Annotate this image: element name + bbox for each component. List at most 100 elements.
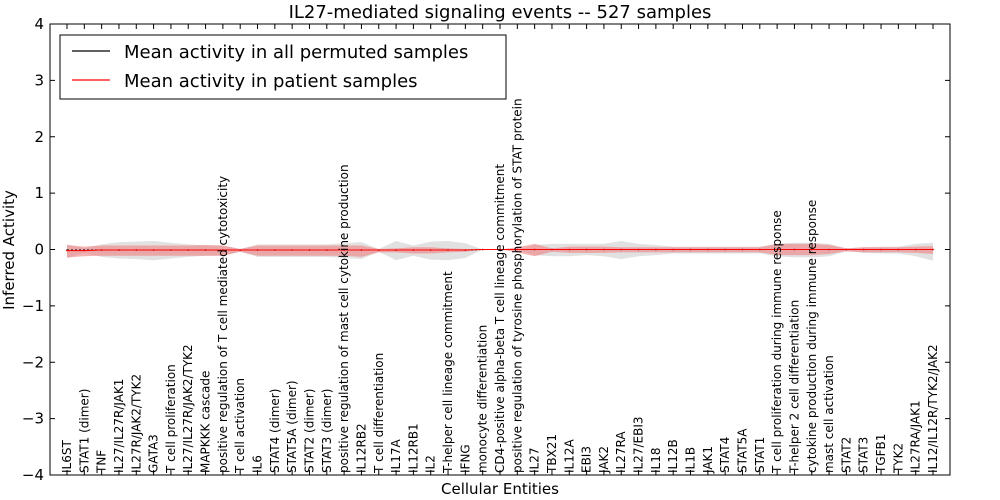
point-patient-10 (239, 249, 241, 251)
series-lines (66, 248, 934, 252)
x-tick-label: IL12B (666, 439, 680, 473)
point-patient-23 (464, 249, 467, 251)
x-tick-label: IL27RA/JAK1 (909, 400, 923, 473)
x-tick-label: IL12RB2 (354, 423, 368, 473)
x-tick-label: STAT4 (dimer) (268, 389, 282, 473)
legend-label-patient: Mean activity in patient samples (124, 71, 418, 92)
x-tick-label: IL12RB1 (406, 423, 420, 473)
x-tick-label: T cell proliferation (164, 364, 178, 474)
confidence-bands (67, 241, 933, 261)
y-axis-ticks: −4 −3 −2 −1 0 1 2 3 4 (22, 15, 950, 484)
point-patient-26 (516, 248, 519, 251)
point-patient-29 (568, 248, 571, 251)
point-patient-27 (533, 248, 536, 251)
y-axis-label: Inferred Activity (0, 190, 18, 310)
x-tick-label: IL6ST (60, 440, 74, 473)
x-tick-label: TGFB1 (874, 434, 888, 474)
y-tick-label: 2 (34, 128, 44, 146)
point-patient-22 (447, 249, 449, 251)
x-tick-label: IL6 (251, 455, 265, 473)
y-tick-label: −2 (22, 353, 44, 371)
x-tick-label: JAK2 (597, 446, 611, 474)
point-patient-44 (828, 248, 830, 251)
point-patient-9 (222, 249, 224, 251)
point-patient-42 (793, 248, 796, 251)
x-tick-label: IL12/IL12R/TYK2/JAK2 (926, 344, 940, 473)
point-patient-35 (672, 248, 674, 251)
point-patient-28 (551, 248, 553, 251)
x-tick-label: STAT3 (dimer) (320, 389, 334, 473)
point-patient-34 (655, 248, 657, 251)
y-tick-label: −3 (22, 410, 44, 428)
x-tick-label: T-helper cell lineage commitment (441, 271, 455, 474)
point-patient-12 (274, 249, 276, 251)
legend: Mean activity in all permuted samples Me… (59, 34, 507, 100)
x-tick-label: JAK1 (701, 446, 715, 474)
x-tick-label: STAT3 (857, 437, 871, 473)
point-patient-19 (395, 249, 397, 251)
point-patient-8 (204, 249, 207, 251)
x-tick-label: STAT4 (718, 437, 732, 473)
x-axis-ticks: IL6ST STAT1 (dimer) TNF IL27/IL27R/JAK1 IL27… (60, 24, 940, 475)
point-patient-13 (291, 249, 293, 251)
x-tick-label: STAT2 (839, 437, 853, 473)
point-patient-49 (914, 248, 917, 251)
point-patient-3 (118, 249, 120, 251)
point-patient-30 (585, 248, 588, 251)
x-tick-label: positive regulation of tyrosine phosphor… (510, 98, 524, 473)
x-tick-label: IL27/EBI3 (632, 416, 646, 473)
point-patient-17 (360, 249, 363, 251)
point-patient-32 (620, 248, 623, 251)
x-tick-label: TYK2 (891, 443, 905, 474)
x-tick-label: T cell activation (233, 378, 247, 474)
point-patient-50 (932, 248, 934, 251)
x-tick-label: IL27/IL27R/JAK1 (112, 379, 126, 473)
x-tick-label: STAT1 (753, 437, 767, 473)
x-tick-label: IL27RA (614, 431, 628, 473)
x-tick-label: TNF (95, 450, 109, 474)
x-tick-label: monocyte differentiation (476, 325, 490, 473)
x-tick-label: IL18 (649, 448, 663, 474)
point-patient-47 (880, 248, 882, 251)
point-patient-4 (135, 249, 138, 251)
x-tick-label: mast cell activation (822, 355, 836, 473)
point-patient-25 (499, 248, 501, 251)
x-tick-label: MAPKKK cascade (199, 371, 213, 473)
x-tick-label: CD4-positive alpha-beta T cell lineage c… (493, 164, 507, 473)
x-tick-label: IFNG (458, 444, 472, 473)
y-tick-label: 4 (34, 15, 44, 33)
x-tick-label: T cell proliferation during immune respo… (770, 210, 784, 474)
x-tick-label: positive regulation of mast cell cytokin… (337, 164, 351, 473)
point-patient-46 (862, 248, 865, 251)
x-tick-label: IL1B (684, 447, 698, 473)
point-patient-33 (637, 248, 640, 251)
point-patient-11 (256, 249, 259, 251)
y-tick-label: 3 (34, 71, 44, 89)
x-tick-label: T cell differentiation (372, 353, 386, 474)
point-patient-40 (759, 248, 761, 251)
y-tick-label: 1 (34, 184, 44, 202)
point-patient-39 (741, 248, 744, 251)
point-patient-31 (603, 248, 605, 251)
x-tick-label: IL27R/JAK2/TYK2 (129, 374, 143, 473)
y-tick-label: 0 (34, 241, 44, 259)
band-patient (67, 243, 933, 258)
x-tick-label: STAT2 (dimer) (302, 389, 316, 473)
x-tick-label: GATA3 (147, 434, 161, 473)
point-patient-6 (170, 249, 172, 251)
point-patient-7 (187, 249, 190, 251)
x-tick-label: TBX21 (545, 434, 559, 474)
chart-title: IL27-mediated signaling events -- 527 sa… (289, 2, 712, 23)
point-patient-1 (83, 249, 86, 252)
point-patient-41 (776, 248, 778, 251)
point-patient-43 (810, 248, 813, 251)
point-patient-0 (66, 249, 68, 252)
point-patient-20 (412, 249, 415, 251)
point-patient-18 (377, 249, 380, 251)
point-patient-15 (326, 249, 328, 251)
point-patient-5 (152, 249, 155, 251)
x-tick-label: IL2 (424, 455, 438, 473)
point-patient-36 (689, 248, 692, 251)
legend-label-permuted: Mean activity in all permuted samples (124, 42, 468, 63)
